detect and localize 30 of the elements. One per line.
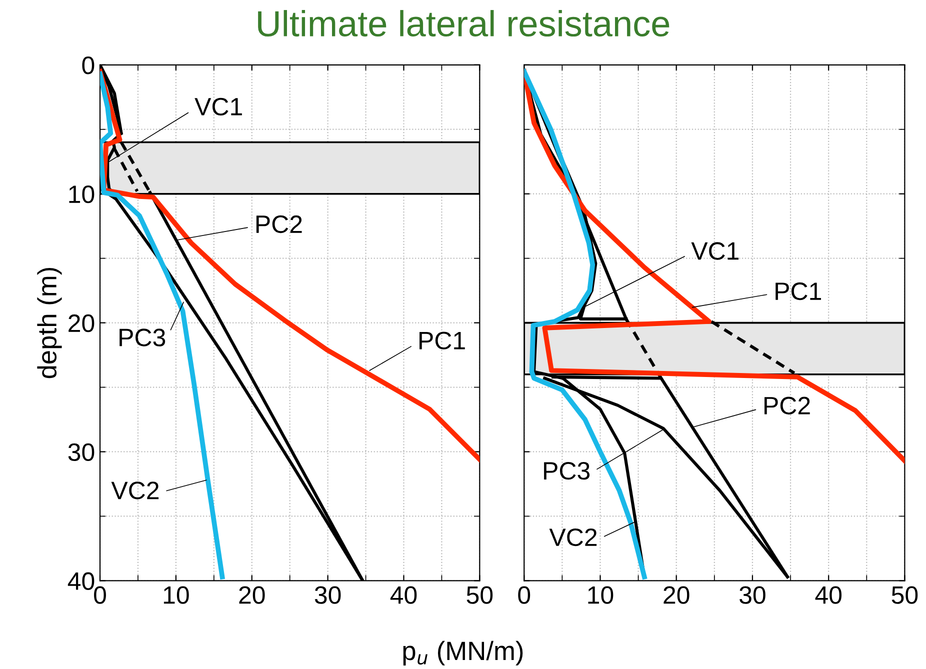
x-tick-label: 0 xyxy=(518,586,530,604)
annotation: VC1 xyxy=(691,242,739,260)
annotation: PC1 xyxy=(420,332,465,350)
annotation: VC2 xyxy=(549,528,597,546)
annotation: PC2 xyxy=(764,396,810,415)
x-tick-label: 0 xyxy=(94,586,106,604)
y-tick-label: 30 xyxy=(68,443,94,462)
x-tick-label: 40 xyxy=(815,586,842,604)
annotation: PC2 xyxy=(256,215,302,234)
y-tick-label: 10 xyxy=(69,185,94,204)
y-tick-label: 20 xyxy=(68,314,94,332)
annotation: PC3 xyxy=(544,462,590,480)
x-tick-label: 20 xyxy=(239,586,265,604)
x-tick-label: 30 xyxy=(314,586,341,604)
x-tick-label: 10 xyxy=(164,586,189,604)
x-tick-label: 40 xyxy=(390,586,417,604)
x-tick-label: 10 xyxy=(588,586,614,604)
x-tick-label: 50 xyxy=(892,586,918,604)
x-axis-title: p$_{u}$ (MN/m) xyxy=(403,640,523,666)
x-tick-label: 20 xyxy=(664,586,690,604)
chart-title: Ultimate lateral resistance xyxy=(258,10,670,37)
y-tick-label: 0 xyxy=(82,56,94,74)
y-axis-title: depth (m) xyxy=(37,268,62,378)
annotation: VC2 xyxy=(111,482,159,500)
annotation: PC1 xyxy=(776,282,821,300)
x-tick-label: 30 xyxy=(740,586,766,604)
y-tick-label: 40 xyxy=(68,572,94,590)
annotation: PC3 xyxy=(120,328,166,346)
x-tick-label: 50 xyxy=(466,586,493,604)
annotation: VC1 xyxy=(194,98,242,116)
